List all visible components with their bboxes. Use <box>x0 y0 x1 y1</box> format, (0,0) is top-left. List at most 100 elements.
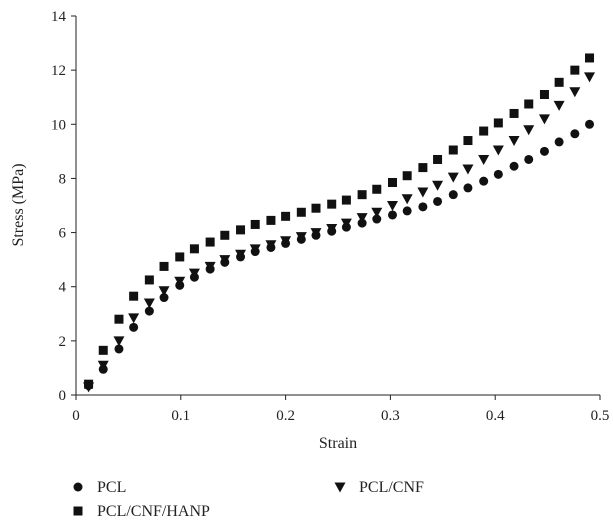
point-pcl-cnf-hanp <box>539 90 549 100</box>
point-pcl-cnf-hanp <box>463 136 473 146</box>
point-pcl <box>570 129 580 139</box>
point-pcl-cnf <box>310 228 322 239</box>
x-tick-label: 0.3 <box>381 408 400 424</box>
point-pcl <box>509 161 519 171</box>
point-pcl <box>129 322 139 332</box>
point-pcl <box>387 210 397 220</box>
point-pcl-cnf-hanp <box>144 275 154 285</box>
y-axis-ticks: 0 2 4 6 8 10 12 14 <box>51 9 76 404</box>
point-pcl-cnf-hanp <box>327 199 337 209</box>
x-tick-label: 0.1 <box>171 408 190 424</box>
point-pcl-cnf <box>340 218 352 229</box>
point-pcl <box>418 202 428 212</box>
point-pcl-cnf-hanp <box>266 215 276 225</box>
point-pcl-cnf-hanp <box>418 163 428 173</box>
point-pcl-cnf-hanp <box>341 195 351 205</box>
point-pcl-cnf-hanp <box>509 108 519 118</box>
point-pcl-cnf <box>508 136 520 147</box>
point-pcl-cnf-hanp <box>585 53 595 63</box>
legend-marker-pcl <box>73 482 83 492</box>
point-pcl-cnf-hanp <box>114 314 124 324</box>
point-pcl-cnf <box>235 249 247 260</box>
point-pcl-cnf <box>386 201 398 211</box>
point-pcl-cnf <box>371 207 383 218</box>
point-pcl-cnf <box>523 125 535 136</box>
legend-label-pcl: PCL <box>97 479 126 496</box>
point-pcl-cnf <box>128 313 140 324</box>
point-pcl-cnf <box>401 194 413 205</box>
point-pcl-cnf-hanp <box>448 145 458 155</box>
point-pcl-cnf-hanp <box>250 219 260 229</box>
point-pcl-cnf-hanp <box>98 345 108 355</box>
point-pcl-cnf-hanp <box>311 203 321 213</box>
point-pcl-cnf-hanp <box>493 118 503 128</box>
y-axis-title: Stress (MPa) <box>10 163 27 246</box>
point-pcl-cnf <box>188 268 200 279</box>
point-pcl-cnf <box>295 232 307 243</box>
point-pcl-cnf-hanp <box>129 291 139 301</box>
legend-label-pcl-cnf-hanp: PCL/CNF/HANP <box>97 503 210 520</box>
point-pcl-cnf-hanp <box>433 154 443 164</box>
point-pcl <box>524 154 534 164</box>
point-pcl-cnf-hanp <box>281 211 291 221</box>
y-tick-label: 2 <box>59 334 67 350</box>
point-pcl-cnf-hanp <box>570 65 580 75</box>
point-pcl-cnf-hanp <box>220 230 230 240</box>
point-pcl <box>539 146 549 156</box>
point-pcl-cnf <box>432 180 444 191</box>
legend-marker-pcl-cnf <box>334 482 346 493</box>
point-pcl-cnf <box>326 224 338 235</box>
point-pcl-cnf <box>143 298 155 309</box>
point-pcl-cnf <box>158 286 170 297</box>
point-pcl-cnf-hanp <box>524 99 534 109</box>
point-pcl-cnf-hanp <box>402 171 412 181</box>
point-pcl-cnf-hanp <box>296 207 306 217</box>
point-pcl <box>493 169 503 179</box>
point-pcl-cnf-hanp <box>175 252 185 262</box>
point-pcl <box>402 206 412 216</box>
x-tick-label: 0.2 <box>276 408 295 424</box>
point-pcl <box>144 306 154 316</box>
point-pcl-cnf-hanp <box>372 184 382 194</box>
point-pcl-cnf-hanp <box>554 77 564 87</box>
point-pcl-cnf <box>265 240 277 251</box>
point-pcl-cnf-hanp <box>479 126 489 136</box>
y-tick-label: 12 <box>51 63 66 79</box>
point-pcl-cnf-hanp <box>189 244 199 254</box>
point-pcl-cnf <box>417 187 429 198</box>
point-pcl <box>554 137 564 147</box>
point-pcl-cnf <box>174 276 186 287</box>
data-points <box>83 53 596 393</box>
point-pcl-cnf <box>447 172 459 183</box>
point-pcl <box>433 196 443 206</box>
point-pcl-cnf <box>219 255 231 266</box>
point-pcl-cnf <box>538 114 550 125</box>
y-tick-label: 0 <box>59 388 67 404</box>
point-pcl-cnf <box>478 154 490 165</box>
y-tick-label: 8 <box>59 171 67 187</box>
point-pcl-cnf <box>462 164 474 175</box>
point-pcl-cnf-hanp <box>387 177 397 187</box>
point-pcl-cnf <box>584 72 596 83</box>
point-pcl-cnf-hanp <box>159 261 169 271</box>
point-pcl-cnf <box>97 360 109 371</box>
y-tick-label: 4 <box>59 280 67 296</box>
point-pcl-cnf <box>356 213 368 224</box>
point-pcl-cnf-hanp <box>357 190 367 200</box>
y-tick-label: 6 <box>59 226 67 242</box>
point-pcl-cnf <box>249 244 261 255</box>
point-pcl <box>585 119 595 129</box>
point-pcl-cnf <box>280 236 292 247</box>
y-tick-label: 14 <box>51 9 67 25</box>
point-pcl <box>479 176 489 186</box>
point-pcl <box>448 190 458 200</box>
point-pcl-cnf <box>113 336 125 347</box>
point-pcl <box>372 214 382 224</box>
point-pcl-cnf-hanp <box>236 225 246 235</box>
x-tick-label: 0.5 <box>591 408 610 424</box>
point-pcl-cnf <box>204 261 216 272</box>
point-pcl <box>159 293 169 303</box>
x-tick-label: 0.4 <box>486 408 505 424</box>
point-pcl <box>463 183 473 193</box>
